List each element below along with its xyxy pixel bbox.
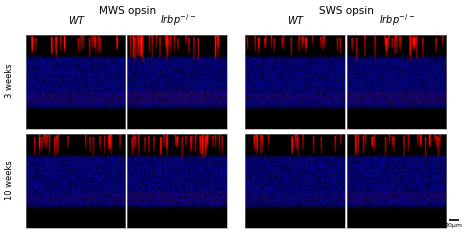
Text: MWS opsin: MWS opsin (99, 6, 156, 16)
Text: 20μm: 20μm (445, 223, 463, 227)
Text: $WT$: $WT$ (287, 14, 305, 26)
Text: $Irbp^{-/-}$: $Irbp^{-/-}$ (379, 12, 415, 28)
Text: $WT$: $WT$ (68, 14, 86, 26)
Text: 10 weeks: 10 weeks (5, 160, 14, 200)
Text: SWS opsin: SWS opsin (319, 6, 374, 16)
Text: 3 weeks: 3 weeks (5, 64, 14, 98)
Text: $Irbp^{-/-}$: $Irbp^{-/-}$ (160, 12, 196, 28)
